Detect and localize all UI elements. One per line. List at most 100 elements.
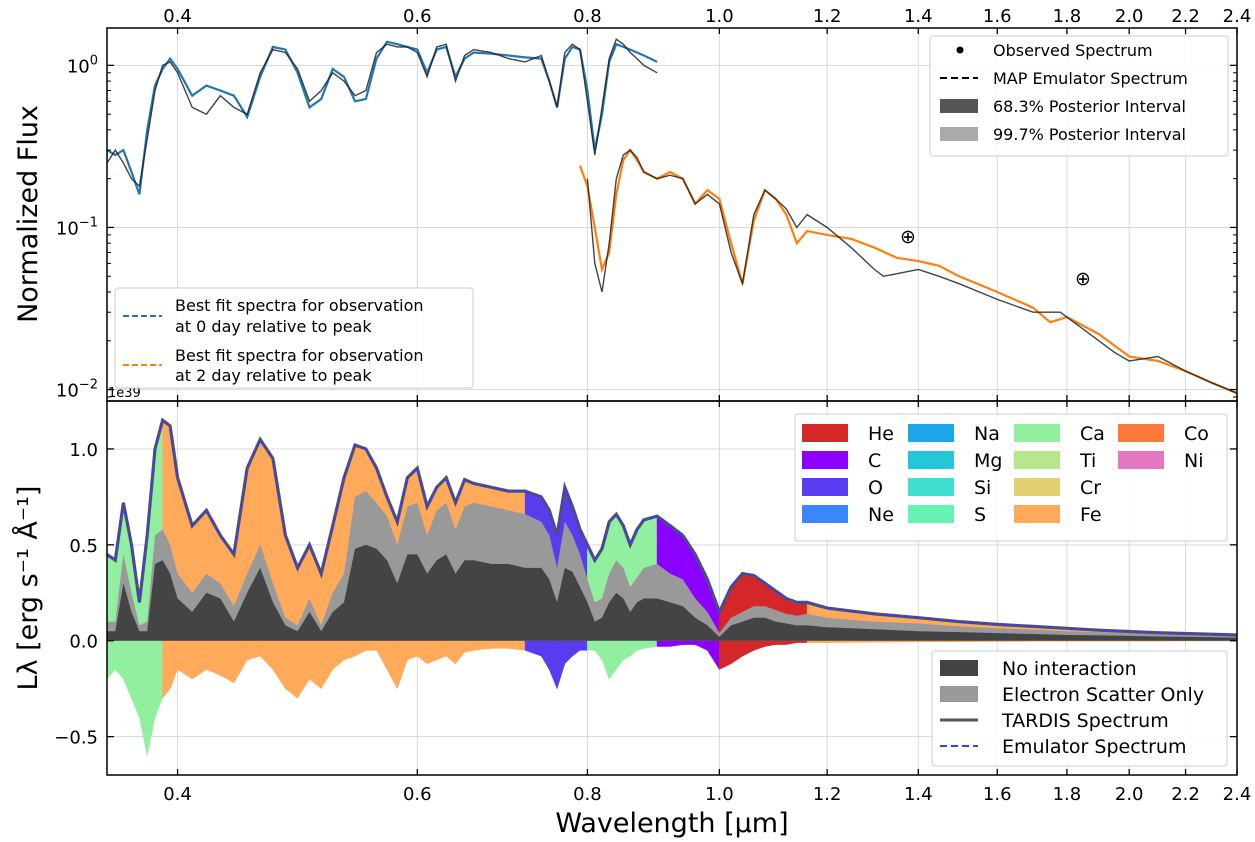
negative-area-segment: [594, 640, 603, 661]
series-line-best-fit-0-day: [106, 40, 658, 195]
top-x-tick-label: 2.4: [1223, 6, 1252, 27]
negative-area-segment: [320, 640, 333, 690]
negative-area-segment: [386, 640, 398, 689]
top-x-tick-label: 1.4: [904, 6, 933, 27]
negative-area-segment: [464, 640, 474, 653]
negative-area-segment: [343, 640, 356, 661]
negative-area-segment: [397, 640, 408, 689]
negative-area-segment: [272, 640, 286, 690]
bottom-x-tick-label: 1.8: [1053, 784, 1082, 805]
bottom-x-tick-label: 1.6: [983, 784, 1012, 805]
legend-patch-icon: [940, 127, 978, 141]
top-y-tick-label: 10−1: [56, 215, 98, 239]
legend-element-label-s: S: [974, 504, 986, 526]
negative-area-segment: [436, 640, 447, 661]
element-area-segment: [177, 477, 193, 594]
telluric-marker-2: ⊕: [1075, 268, 1091, 290]
negative-area-segment: [220, 640, 235, 684]
bottom-y-tick-label: 0.5: [69, 536, 98, 557]
negative-area-segment: [139, 640, 148, 756]
negative-area-segment: [587, 640, 596, 651]
bottom-x-tick-label: 0.8: [573, 784, 602, 805]
negative-area-segment: [106, 640, 116, 680]
negative-area-segment: [154, 640, 163, 718]
legend-99-label: 99.7% Posterior Interval: [993, 125, 1186, 144]
series-line-observed-0-day: [106, 38, 658, 188]
legend-patch-icon: [908, 478, 954, 496]
negative-area-segment: [123, 640, 132, 699]
negative-area-segment: [764, 640, 776, 647]
legend-element-label-ti: Ti: [1079, 450, 1096, 472]
negative-area-segment: [491, 640, 509, 649]
legend-patch-icon: [908, 424, 954, 442]
top-y-axis-label: Normalized Flux: [13, 105, 44, 323]
negative-area-segment: [297, 640, 310, 700]
bottom-panel-frame: [106, 400, 1238, 776]
legend-element-label-o: O: [868, 477, 883, 499]
negative-area-segment: [636, 640, 645, 651]
top-y-tick-label: 10−2: [56, 378, 98, 402]
top-x-tick-label: 1.8: [1053, 6, 1082, 27]
no-interaction-area: [107, 544, 1237, 641]
legend-patch-icon: [1014, 424, 1060, 442]
negative-area-segment: [719, 640, 732, 670]
legend-patch-icon: [940, 686, 978, 702]
bottom-x-tick-label: 2.2: [1171, 784, 1200, 805]
negative-area-segment: [541, 640, 550, 671]
top-x-tick-label: 2.0: [1115, 6, 1144, 27]
negative-area-segment: [1066, 640, 1100, 642]
negative-area-segment: [426, 640, 437, 665]
top-x-tick-label: 1.2: [813, 6, 842, 27]
negative-area-segment: [682, 640, 696, 645]
legend-observed-label: Observed Spectrum: [993, 41, 1153, 60]
telluric-marker-1: ⊕: [900, 226, 916, 248]
bottom-x-tick-label: 1.2: [813, 784, 842, 805]
top-x-tick-label: 0.8: [573, 6, 602, 27]
negative-area-segment: [742, 640, 755, 657]
legend-element-label-c: C: [868, 450, 881, 472]
negative-area-segment: [669, 640, 684, 647]
legend-emulator-label: Emulator Spectrum: [1002, 736, 1186, 758]
element-area-segment: [796, 602, 808, 617]
legend-bestfit: Best fit spectra for observation at 0 da…: [114, 287, 474, 389]
negative-area-segment: [786, 640, 798, 645]
bottom-y-tick-label: 1.0: [69, 440, 98, 461]
legend-patch-icon: [908, 451, 954, 469]
negative-area-segment: [796, 640, 808, 643]
negative-area-segment: [918, 640, 960, 643]
negative-area-segment: [508, 640, 526, 651]
element-area-segment: [162, 419, 171, 545]
negative-area-segment: [564, 640, 573, 665]
axis-ticks: 0.4 0.4 0.6 0.6 0.8 0.8 1.0 1.0 1.2 1.2 1.4 1.4 1.6 1…: [54, 6, 1251, 805]
negative-area-segment: [332, 640, 345, 671]
negative-area-segment: [445, 640, 456, 665]
legend-patch-icon: [940, 660, 978, 676]
negative-area-segment: [656, 640, 671, 647]
top-x-tick-label: 1.0: [705, 6, 734, 27]
legend-elements: He CO Ne Na Mg Si S Ca Ti Cr Fe Co Ni: [794, 413, 1228, 542]
negative-area-segment: [524, 640, 542, 657]
negative-area-segment: [730, 640, 743, 665]
legend-electron-scatter-label: Electron Scatter Only: [1002, 684, 1204, 706]
legend-patch-icon: [1014, 478, 1060, 496]
legend-patch-icon: [802, 424, 848, 442]
bottom-x-tick-label: 1.4: [904, 784, 933, 805]
element-area-segment: [106, 553, 116, 622]
negative-area-segment: [169, 640, 178, 689]
negative-area-segment: [629, 640, 638, 657]
top-x-tick-label: 2.2: [1171, 6, 1200, 27]
negative-area-segment: [131, 640, 140, 718]
negative-area-segment: [549, 640, 558, 689]
legend-bestfit-2-line2: at 2 day relative to peak: [175, 366, 372, 385]
negative-area-segment: [309, 640, 322, 690]
element-area-segment: [643, 515, 658, 569]
legend-patch-icon: [802, 451, 848, 469]
negative-area-segment: [643, 640, 658, 649]
negative-area-segment: [115, 640, 124, 680]
negative-area-segment: [694, 640, 708, 651]
bottom-x-tick-label: 2.4: [1223, 784, 1252, 805]
legend-patch-icon: [1118, 424, 1164, 442]
legend-element-label-ni: Ni: [1184, 450, 1204, 472]
negative-area-segment: [806, 640, 828, 643]
